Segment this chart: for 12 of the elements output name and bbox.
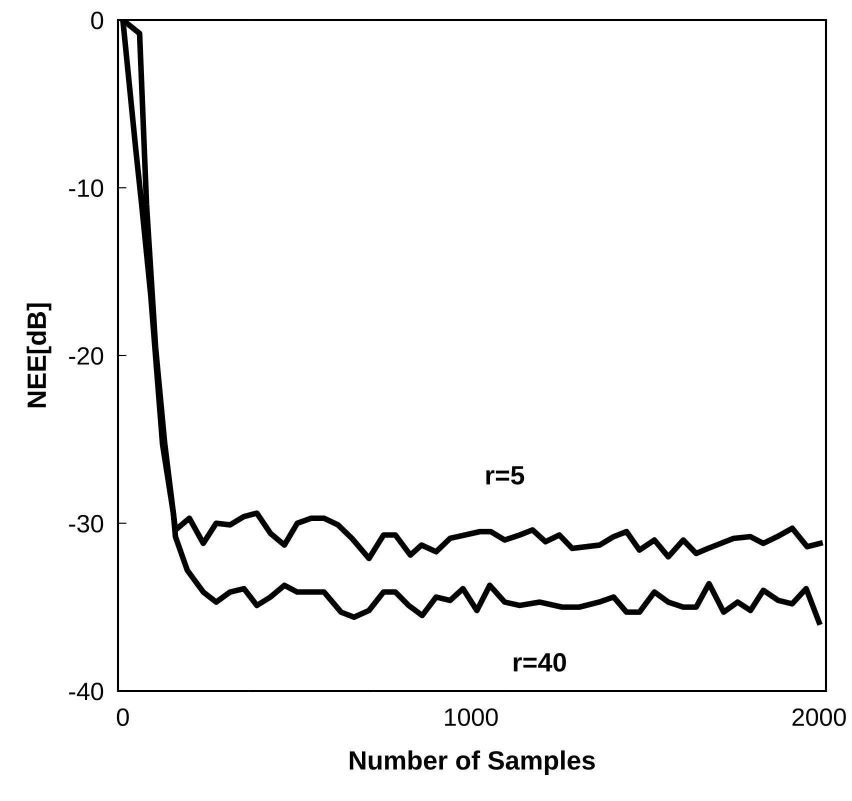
y-axis-title: NEE[dB] [26,303,52,408]
series-label: r=5 [486,466,524,485]
x-axis-title: Number of Samples [350,750,595,776]
y-tick-label: 0 [91,12,104,30]
y-tick-label: -40 [69,682,104,700]
x-tick-label: 0 [116,708,129,726]
y-tick-label: -30 [69,514,104,533]
y-tick-label: -10 [69,179,104,198]
x-tick-label: 2000 [792,708,846,726]
x-tick-label: 1000 [445,708,498,726]
y-tick-label: -20 [69,347,104,365]
series-label: r=40 [514,652,566,672]
